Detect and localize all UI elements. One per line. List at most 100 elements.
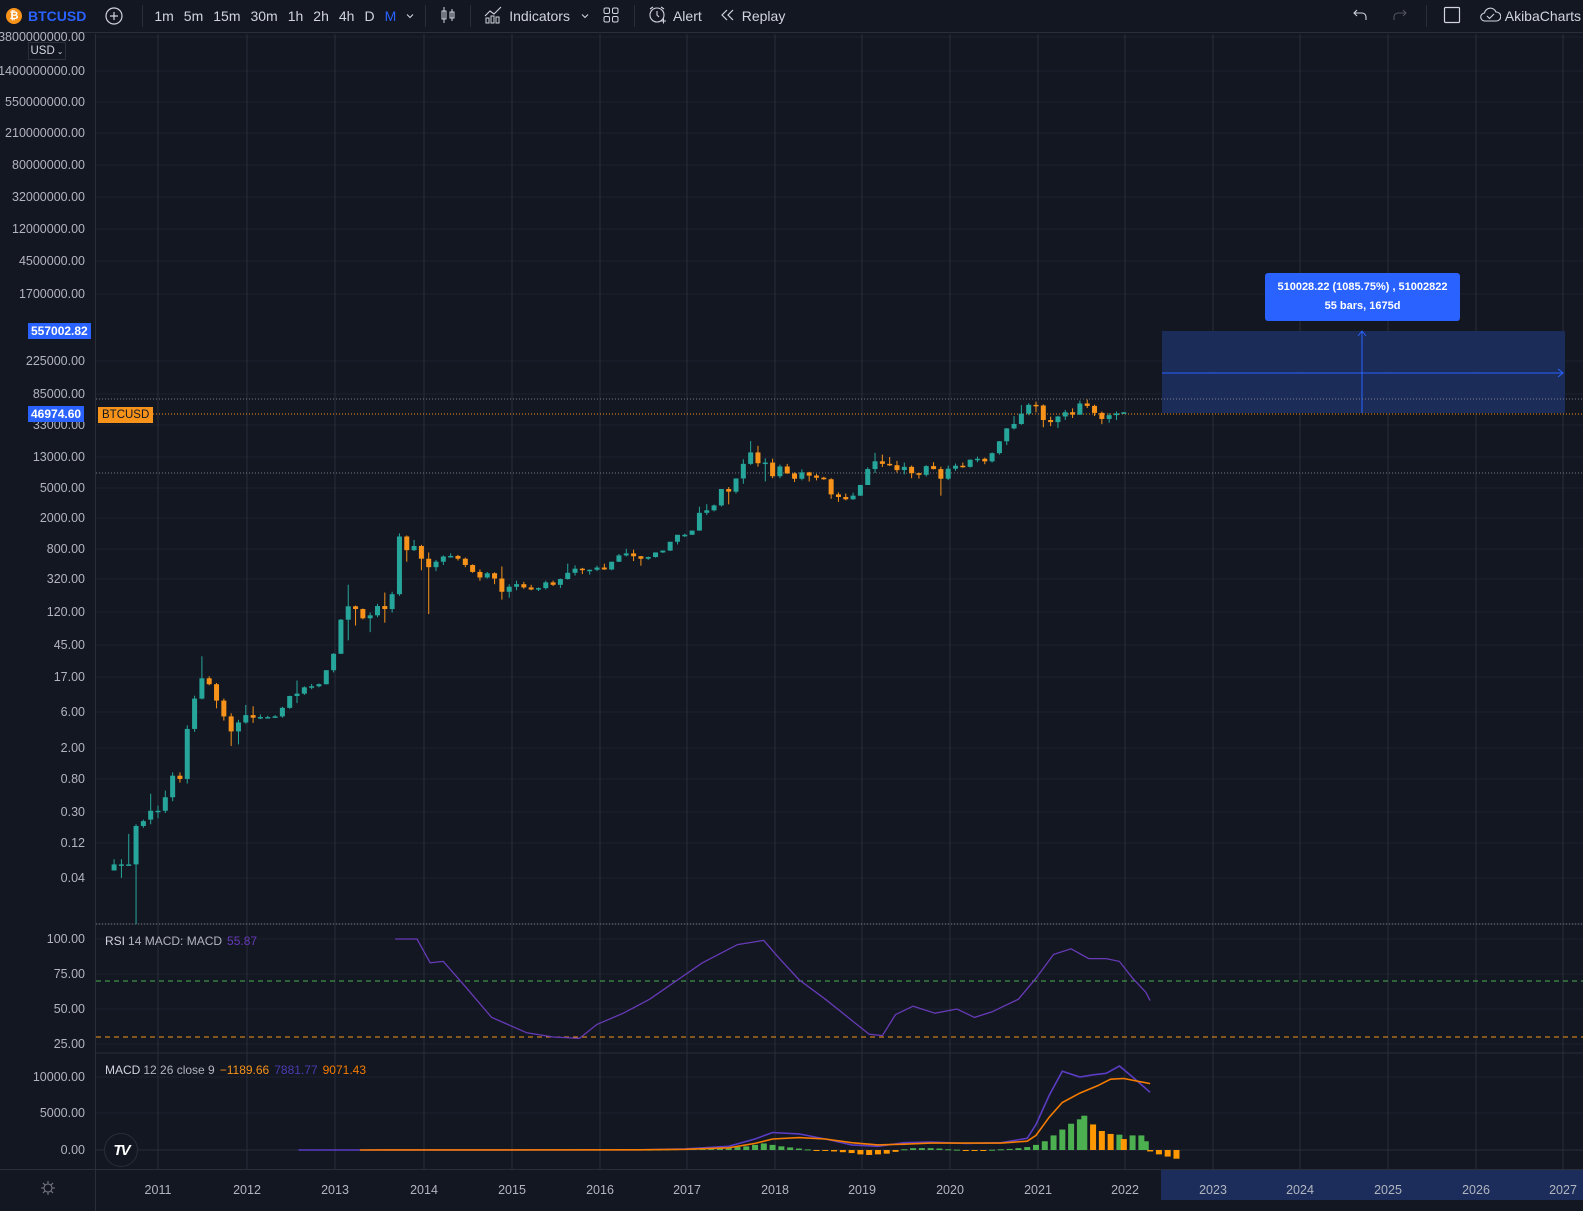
measure-top-price-tag: 557002.82: [28, 323, 91, 339]
candle-body: [170, 775, 176, 798]
price-axis-label: 0.00: [60, 1143, 85, 1157]
candle-body: [411, 545, 417, 551]
candle-body: [1055, 416, 1061, 423]
macd-histogram-bar: [1033, 1144, 1039, 1150]
macd-histogram-bar: [962, 1150, 969, 1151]
layout-button[interactable]: [594, 0, 628, 33]
macd-legend[interactable]: MACD 12 26 close 9 −1189.66 7881.77 9071.43: [105, 1063, 371, 1077]
chart-type-button[interactable]: [432, 0, 464, 33]
candle-body: [543, 582, 549, 589]
toolbar-divider: [425, 5, 427, 27]
candle-body: [623, 553, 629, 556]
account-label: AkibaCharts: [1504, 8, 1581, 24]
macd-histogram-bar: [1050, 1135, 1057, 1150]
chart-settings-button[interactable]: [0, 1169, 96, 1211]
candle-body: [953, 465, 959, 469]
price-axis-label: 45.00: [53, 638, 85, 652]
macd-histogram-bar: [1098, 1131, 1105, 1150]
price-axis-label: 120.00: [46, 605, 85, 619]
candle-body: [265, 717, 271, 719]
macd-signal-value: 9071.43: [322, 1063, 367, 1077]
time-axis[interactable]: 2011 2012 2013 2014 2015 2016 2017 2018 2019 2020…: [96, 1169, 1583, 1211]
interval-D[interactable]: D: [364, 8, 375, 24]
add-symbol-button[interactable]: [92, 0, 136, 33]
alert-button[interactable]: Alert: [641, 0, 708, 33]
indicators-dropdown-button[interactable]: [576, 0, 594, 33]
candle-body: [470, 565, 476, 572]
candle-body: [784, 466, 790, 474]
price-axis-label: 210000000.00: [5, 126, 85, 140]
macd-histogram-bar: [1129, 1135, 1136, 1150]
macd-histogram-bar: [945, 1149, 952, 1151]
replay-button[interactable]: Replay: [714, 0, 792, 33]
candle-body: [696, 512, 702, 531]
price-axis-label: 25.00: [53, 1037, 85, 1051]
interval-dropdown-button[interactable]: [401, 0, 419, 33]
interval-15m[interactable]: 15m: [213, 8, 241, 24]
price-axis[interactable]: 3800000000.00 1400000000.00 550000000.00 21…: [0, 30, 96, 1169]
macd-line: [298, 1065, 1151, 1151]
price-axis-label: 4500000.00: [18, 254, 85, 268]
time-axis-label: 2011: [144, 1183, 172, 1197]
indicators-button[interactable]: Indicators: [477, 0, 576, 33]
interval-1h[interactable]: 1h: [287, 8, 304, 24]
interval-4h[interactable]: 4h: [338, 8, 355, 24]
interval-1m[interactable]: 1m: [154, 8, 174, 24]
interval-30m[interactable]: 30m: [250, 8, 278, 24]
currency-selector[interactable]: USD ⌄: [28, 42, 66, 60]
candle-body: [177, 775, 183, 779]
time-axis-label: 2020: [936, 1183, 964, 1197]
candle-body: [448, 555, 454, 558]
interval-M[interactable]: M: [384, 8, 397, 24]
candle-body: [140, 821, 146, 826]
candle-body: [1106, 415, 1112, 419]
redo-button[interactable]: [1380, 0, 1420, 33]
candle-body: [455, 555, 461, 559]
candle-body: [645, 557, 651, 559]
time-axis-label: 2016: [586, 1183, 614, 1197]
fullscreen-button[interactable]: [1433, 0, 1471, 33]
macd-line-value: 7881.77: [274, 1063, 318, 1077]
candle-body: [565, 572, 571, 580]
price-axis-label: 13000.00: [32, 450, 85, 464]
toolbar-divider: [1425, 5, 1427, 27]
candle-body: [572, 568, 578, 573]
macd-histogram-bar: [778, 1146, 785, 1150]
macd-histogram-bar: [1068, 1123, 1075, 1150]
symbol-search-button[interactable]: ₿ BTCUSD: [0, 0, 92, 33]
macd-histogram-bar: [743, 1146, 750, 1150]
macd-histogram-bar: [1006, 1148, 1013, 1150]
candle-body: [989, 453, 995, 462]
candlestick-icon: [440, 6, 456, 27]
candle-body: [440, 556, 446, 562]
macd-histogram-bar: [1059, 1129, 1066, 1150]
gear-icon: [40, 1180, 56, 1201]
rsi-params: 14 MACD: MACD: [128, 934, 223, 948]
macd-histogram-bar: [716, 1147, 723, 1150]
candle-body: [945, 468, 951, 479]
macd-histogram-bar: [997, 1149, 1004, 1151]
candle-body: [367, 615, 373, 619]
time-axis-label: 2027: [1549, 1183, 1577, 1197]
macd-histogram-bar: [1142, 1141, 1149, 1150]
candle-body: [206, 678, 212, 685]
account-button[interactable]: AkibaCharts: [1471, 0, 1583, 33]
rsi-line: [395, 938, 1151, 1040]
tradingview-logo[interactable]: TV: [104, 1133, 138, 1167]
candle-body: [879, 461, 885, 464]
candle-body: [228, 716, 234, 732]
macd-histogram-bar: [883, 1150, 890, 1154]
price-axis-label: 550000000.00: [5, 95, 85, 109]
interval-2h[interactable]: 2h: [313, 8, 329, 24]
price-axis-label: 12000000.00: [12, 222, 85, 236]
rsi-legend[interactable]: RSI 14 MACD: MACD 55.87: [105, 934, 262, 948]
undo-icon: [1352, 8, 1368, 25]
candle-body: [462, 558, 468, 566]
price-axis-label: 17.00: [53, 670, 85, 684]
interval-5m[interactable]: 5m: [183, 8, 204, 24]
symbol-price-tag: BTCUSD: [98, 407, 154, 423]
undo-button[interactable]: [1340, 0, 1380, 33]
candle-body: [499, 578, 505, 592]
candle-body: [279, 707, 285, 717]
